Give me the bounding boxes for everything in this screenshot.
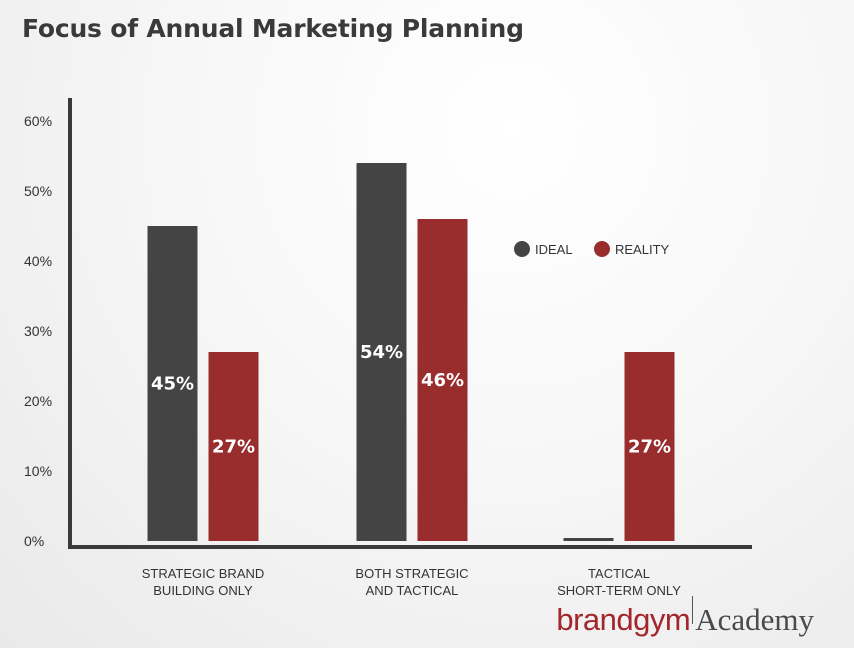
legend-marker-reality (594, 241, 610, 257)
x-category-label: TACTICAL (588, 566, 650, 581)
bar-ideal (356, 163, 407, 541)
x-category-label: BUILDING ONLY (153, 583, 253, 598)
x-category-label: BOTH STRATEGIC (355, 566, 468, 581)
brandgym-academy-logo: brandgym Academy (556, 596, 814, 638)
bar-data-label: 46% (421, 370, 464, 391)
bar-data-label: 45% (151, 374, 194, 395)
bar-reality (417, 219, 468, 541)
bar-data-label: 54% (360, 342, 403, 363)
brand-name-primary: brandgym (556, 602, 691, 637)
bar-ideal (563, 538, 614, 541)
bar-data-label: 27% (212, 437, 255, 458)
legend-label-ideal: IDEAL (535, 242, 573, 257)
brand-name-secondary: Academy (695, 602, 814, 637)
x-category-label: STRATEGIC BRAND (142, 566, 265, 581)
x-category-label: AND TACTICAL (366, 583, 459, 598)
legend-marker-ideal (514, 241, 530, 257)
y-tick-label: 40% (24, 253, 52, 269)
legend-label-reality: REALITY (615, 242, 670, 257)
bar-reality (624, 352, 675, 541)
bar-data-label: 27% (628, 437, 671, 458)
bar-reality (208, 352, 259, 541)
y-tick-label: 20% (24, 393, 52, 409)
y-tick-label: 50% (24, 183, 52, 199)
brand-separator (692, 596, 694, 624)
bar-ideal (147, 226, 198, 541)
y-tick-label: 10% (24, 463, 52, 479)
y-tick-label: 30% (24, 323, 52, 339)
y-tick-label: 60% (24, 113, 52, 129)
chart-title: Focus of Annual Marketing Planning (22, 14, 524, 43)
y-tick-label: 0% (24, 533, 44, 549)
x-category-label: SHORT-TERM ONLY (557, 583, 681, 598)
